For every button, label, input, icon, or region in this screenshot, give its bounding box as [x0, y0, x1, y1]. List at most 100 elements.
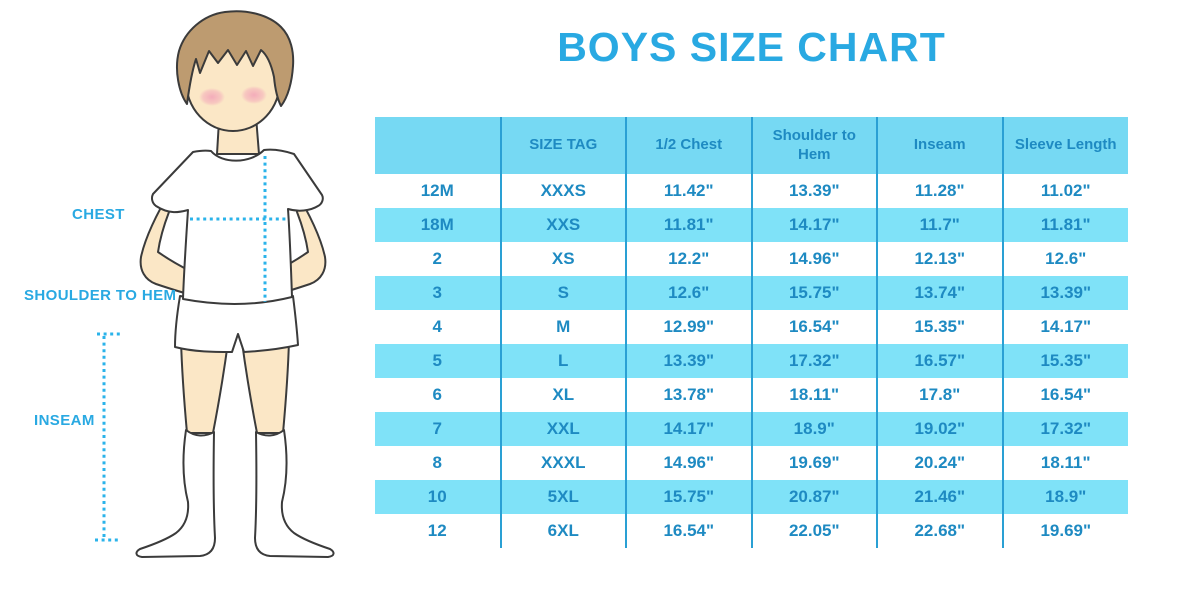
value-cell: 18.11"	[750, 378, 877, 412]
size-cell: 10	[375, 480, 501, 514]
value-cell: 18.9"	[1001, 480, 1128, 514]
table-row-8: 8 XXXL 14.96" 19.69" 20.24" 18.11"	[375, 446, 1128, 480]
value-cell: 16.54"	[750, 310, 877, 344]
right-leg	[241, 339, 290, 434]
value-cell: 15.75"	[625, 480, 752, 514]
chest-label: CHEST	[72, 206, 125, 223]
left-cheek-blush	[199, 88, 225, 106]
value-cell: 18.11"	[1001, 446, 1128, 480]
size-table-head: SIZE TAG 1/2 Chest Shoulder to Hem Inseam Sl…	[375, 117, 1128, 174]
value-cell: 13.39"	[625, 344, 752, 378]
value-cell: 12.6"	[625, 276, 752, 310]
table-row-12: 12 6XL 16.54" 22.05" 22.68" 19.69"	[375, 514, 1128, 548]
value-cell: 12.99"	[625, 310, 752, 344]
value-cell: 14.17"	[1001, 310, 1128, 344]
size-cell: 12M	[375, 174, 501, 208]
size-table-header-row: SIZE TAG 1/2 Chest Shoulder to Hem Inseam Sl…	[375, 117, 1128, 174]
size-cell: 12	[375, 514, 501, 548]
value-cell: 11.02"	[1001, 174, 1128, 208]
value-cell: 12.6"	[1001, 242, 1128, 276]
value-cell: 11.81"	[1001, 208, 1128, 242]
value-cell: 13.39"	[1001, 276, 1128, 310]
value-cell: 5XL	[499, 480, 626, 514]
size-cell: 3	[375, 276, 501, 310]
value-cell: 16.57"	[876, 344, 1003, 378]
value-cell: 15.75"	[750, 276, 877, 310]
value-cell: XXXS	[499, 174, 626, 208]
t-shirt	[151, 148, 324, 306]
table-row-4: 4 M 12.99" 16.54" 15.35" 14.17"	[375, 310, 1128, 344]
size-cell: 18M	[375, 208, 501, 242]
size-table: SIZE TAG 1/2 Chest Shoulder to Hem Inseam Sl…	[375, 117, 1128, 548]
value-cell: 11.28"	[876, 174, 1003, 208]
size-cell: 7	[375, 412, 501, 446]
value-cell: 14.17"	[625, 412, 752, 446]
page-title: BOYS SIZE CHART	[557, 24, 946, 70]
table-row-5: 5 L 13.39" 17.32" 16.57" 15.35"	[375, 344, 1128, 378]
column-header-blank	[375, 117, 501, 174]
right-cheek-blush	[241, 86, 267, 104]
value-cell: L	[499, 344, 626, 378]
value-cell: XXXL	[499, 446, 626, 480]
value-cell: 13.78"	[625, 378, 752, 412]
value-cell: 18.9"	[750, 412, 877, 446]
value-cell: 19.69"	[1001, 514, 1128, 548]
table-row-2: 2 XS 12.2" 14.96" 12.13" 12.6"	[375, 242, 1128, 276]
left-arm	[139, 191, 193, 296]
table-row-18m: 18M XXS 11.81" 14.17" 11.7" 11.81"	[375, 208, 1128, 242]
table-row-12m: 12M XXXS 11.42" 13.39" 11.28" 11.02"	[375, 174, 1128, 208]
right-sock	[254, 429, 335, 558]
column-header-shoulder-to-hem: Shoulder to Hem	[750, 117, 877, 174]
value-cell: 14.96"	[750, 242, 877, 276]
value-cell: 16.54"	[625, 514, 752, 548]
table-row-10: 10 5XL 15.75" 20.87" 21.46" 18.9"	[375, 480, 1128, 514]
size-cell: 8	[375, 446, 501, 480]
boy-illustration	[95, 10, 335, 558]
value-cell: XXS	[499, 208, 626, 242]
value-cell: 13.39"	[750, 174, 877, 208]
value-cell: 17.8"	[876, 378, 1003, 412]
value-cell: 19.02"	[876, 412, 1003, 446]
value-cell: S	[499, 276, 626, 310]
table-row-3: 3 S 12.6" 15.75" 13.74" 13.39"	[375, 276, 1128, 310]
value-cell: 15.35"	[876, 310, 1003, 344]
value-cell: 12.2"	[625, 242, 752, 276]
value-cell: 17.32"	[750, 344, 877, 378]
value-cell: XL	[499, 378, 626, 412]
value-cell: M	[499, 310, 626, 344]
value-cell: XXL	[499, 412, 626, 446]
value-cell: 17.32"	[1001, 412, 1128, 446]
table-row-6: 6 XL 13.78" 18.11" 17.8" 16.54"	[375, 378, 1128, 412]
value-cell: 6XL	[499, 514, 626, 548]
shoulder-to-hem-label: SHOULDER TO HEM	[24, 287, 177, 304]
table-row-7: 7 XXL 14.17" 18.9" 19.02" 17.32"	[375, 412, 1128, 446]
value-cell: 20.24"	[876, 446, 1003, 480]
column-header-sleeve-length: Sleeve Length	[1001, 117, 1128, 174]
inseam-label: INSEAM	[34, 412, 95, 429]
value-cell: 21.46"	[876, 480, 1003, 514]
column-header-inseam: Inseam	[876, 117, 1003, 174]
hair	[176, 10, 295, 107]
size-cell: 5	[375, 344, 501, 378]
value-cell: 11.81"	[625, 208, 752, 242]
left-leg	[180, 339, 229, 434]
value-cell: 15.35"	[1001, 344, 1128, 378]
size-cell: 4	[375, 310, 501, 344]
value-cell: 22.68"	[876, 514, 1003, 548]
size-cell: 2	[375, 242, 501, 276]
value-cell: 11.7"	[876, 208, 1003, 242]
column-header-1-2-chest: 1/2 Chest	[625, 117, 752, 174]
value-cell: 12.13"	[876, 242, 1003, 276]
value-cell: 11.42"	[625, 174, 752, 208]
left-sock	[135, 429, 216, 558]
value-cell: 16.54"	[1001, 378, 1128, 412]
value-cell: 14.96"	[625, 446, 752, 480]
value-cell: 19.69"	[750, 446, 877, 480]
value-cell: XS	[499, 242, 626, 276]
value-cell: 14.17"	[750, 208, 877, 242]
size-cell: 6	[375, 378, 501, 412]
size-table-body: 12M XXXS 11.42" 13.39" 11.28" 11.02" 18M XXS 11.…	[375, 174, 1128, 548]
value-cell: 22.05"	[750, 514, 877, 548]
value-cell: 13.74"	[876, 276, 1003, 310]
